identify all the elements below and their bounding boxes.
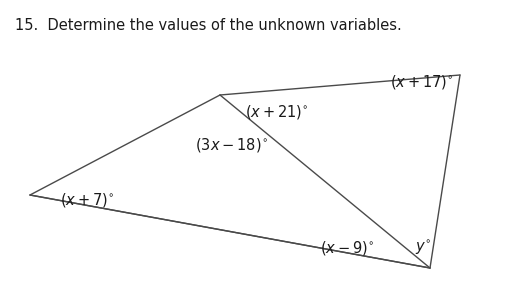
- Text: $(3x-18)^{\circ}$: $(3x-18)^{\circ}$: [194, 136, 267, 154]
- Text: $(x+17)^{\circ}$: $(x+17)^{\circ}$: [389, 73, 452, 91]
- Text: $(x+21)^{\circ}$: $(x+21)^{\circ}$: [244, 103, 308, 121]
- Text: $(x+7)^{\circ}$: $(x+7)^{\circ}$: [60, 191, 114, 209]
- Text: 15.  Determine the values of the unknown variables.: 15. Determine the values of the unknown …: [15, 18, 401, 33]
- Text: $(x-9)^{\circ}$: $(x-9)^{\circ}$: [319, 239, 374, 257]
- Text: $y^{\circ}$: $y^{\circ}$: [414, 239, 431, 257]
